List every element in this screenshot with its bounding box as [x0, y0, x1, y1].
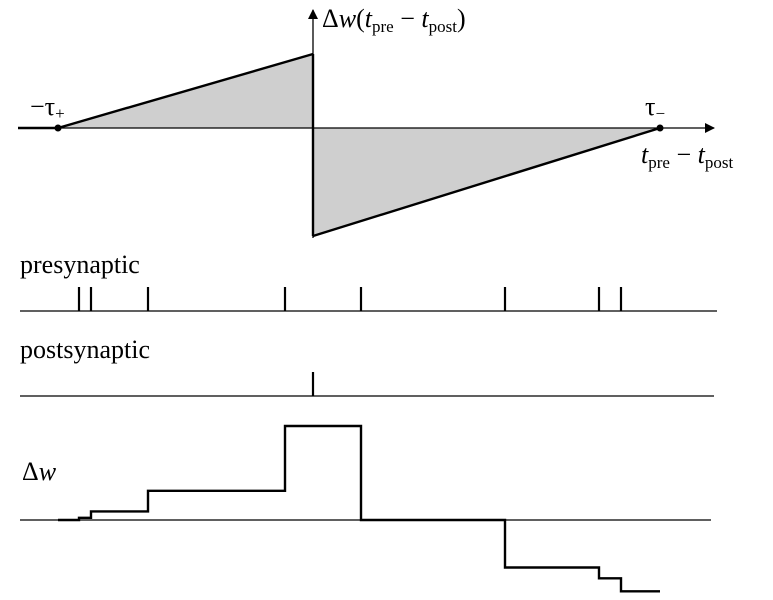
weight-step-trace [58, 424, 660, 593]
weight-trace-label: Δw [22, 457, 57, 486]
presynaptic-train: presynaptic [20, 250, 717, 312]
weight-trace-panel: Δw [20, 424, 711, 593]
tau-plus-label: −τ+ [30, 92, 65, 123]
ltd-slope [312, 126, 661, 238]
x-axis-label: tpre − tpost [641, 140, 733, 172]
tau-minus-label: τ− [645, 92, 665, 123]
y-axis-label: Δw(tpre − tpost) [322, 4, 466, 36]
postsynaptic-label: postsynaptic [20, 335, 150, 364]
presynaptic-label: presynaptic [20, 250, 140, 279]
presynaptic-spikes [77, 287, 623, 311]
tau-plus-marker [54, 124, 62, 132]
ltp-slope [57, 52, 314, 130]
tau-minus-marker [656, 124, 664, 132]
stdp-window-panel: Δw(tpre − tpost) tpre − tpost −τ+ τ− [18, 4, 733, 238]
postsynaptic-train: postsynaptic [20, 335, 714, 397]
